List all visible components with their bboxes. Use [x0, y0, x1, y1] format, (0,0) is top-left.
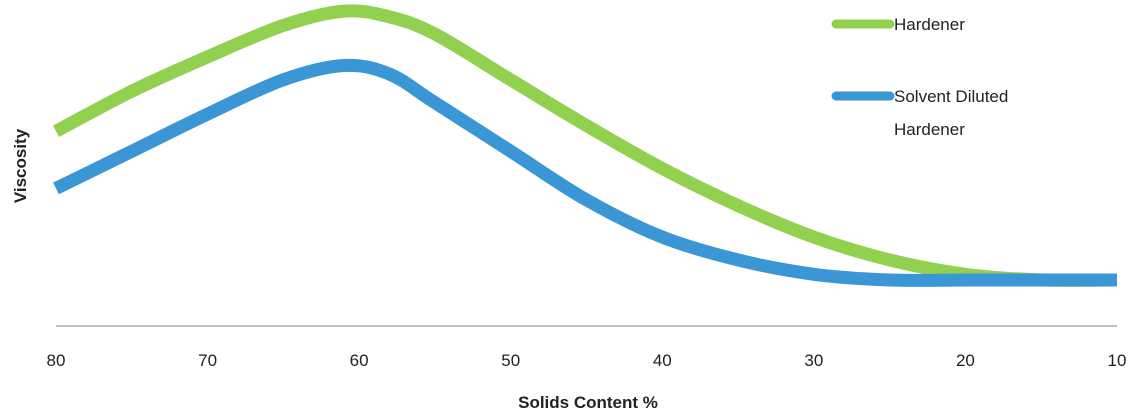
x-axis-title: Solids Content % — [518, 393, 658, 410]
x-tick-label: 30 — [804, 351, 823, 370]
x-tick-label: 60 — [350, 351, 369, 370]
x-tick-label: 50 — [501, 351, 520, 370]
series-line-solvent-diluted-hardener — [53, 58, 1117, 287]
x-tick-label: 10 — [1108, 351, 1127, 370]
x-tick-label: 70 — [198, 351, 217, 370]
plot-area — [52, 4, 1118, 287]
x-tick-label: 40 — [653, 351, 672, 370]
legend-label: Solvent Diluted — [894, 87, 1008, 106]
legend-label: Hardener — [894, 15, 965, 34]
x-tick-label: 20 — [956, 351, 975, 370]
y-axis-title: Viscosity — [11, 128, 30, 203]
x-tick-labels: 80 70 60 50 40 30 20 10 — [47, 351, 1127, 370]
series-line-hardener — [52, 4, 1118, 287]
x-tick-label: 80 — [47, 351, 66, 370]
legend-label: Hardener — [894, 120, 965, 139]
legend: Hardener Solvent Diluted Hardener — [831, 15, 1008, 139]
